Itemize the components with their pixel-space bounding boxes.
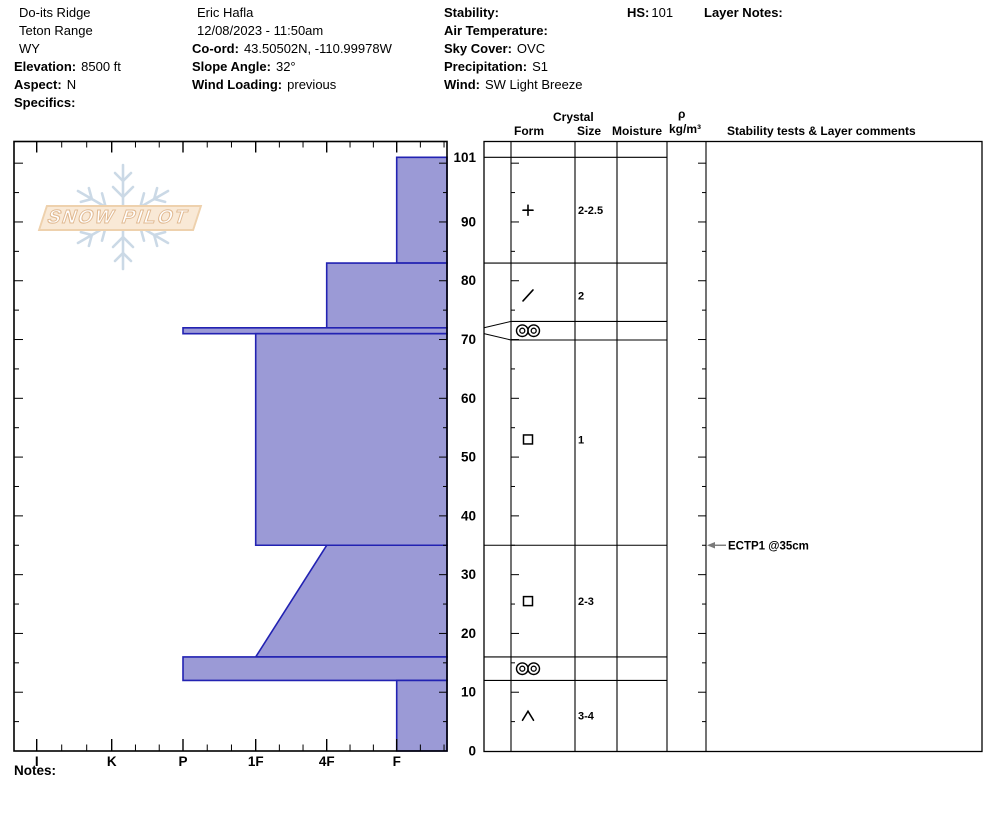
moisture-header: Moisture [612,124,663,138]
grain-size-value: 2-3 [578,596,594,608]
thin-layer-fan-line [483,320,512,329]
crystal-form-ring-icon [519,665,526,672]
crystal-form-ring-icon [515,324,529,338]
hardness-bar-layer [182,656,448,682]
logo-text: SNOW PILOT [45,206,192,227]
aspect: Aspect: N [14,77,77,92]
grain-size-value: 3-4 [578,711,595,723]
depth-axis-label: 20 [461,626,476,641]
depth-axis-label: 101 [453,150,476,165]
elevation: Elevation: 8500 ft [14,59,121,74]
crystal-form-ring-icon [530,665,537,672]
slope-angle: Slope Angle: 32° [192,59,296,74]
crystal-form-caret-icon [521,709,535,722]
size-header: Size [577,124,602,138]
density-units-header: kg/m³ [669,122,702,136]
depth-axis-label: 40 [461,508,476,523]
header-weather-column: Stability: Air Temperature: Sky Cover: OV… [444,4,583,94]
hardness-axis-label: 4F [319,754,335,769]
depth-axis-label: 60 [461,391,476,406]
hardness-bar-layer [254,332,448,547]
hardness-bar-layer [254,544,448,658]
air-temperature: Air Temperature: [444,23,548,38]
crystal-form-ring-icon [515,662,529,676]
observer-name: Eric Hafla [197,5,254,20]
stability-comments-header: Stability tests & Layer comments [727,124,916,138]
state: WY [19,41,40,56]
thin-layer-fan-line [483,333,512,341]
precipitation: Precipitation: S1 [444,59,548,74]
specifics: Specifics: [14,95,76,110]
hardness-axis-label: 1F [248,754,264,769]
crystal-header: Crystal [553,110,594,124]
depth-axis-label: 10 [461,685,476,700]
hardness-axis-label: K [107,754,117,769]
stability: Stability: [444,5,499,20]
wind: Wind: SW Light Breeze [444,77,583,92]
grain-size-value: 2 [578,290,584,302]
header-location-column: Do-its Ridge Teton Range WY Elevation: 85… [14,4,121,112]
date-time: 12/08/2023 - 11:50am [197,23,324,38]
notes-label: Notes: [14,763,57,778]
hardness-bar-layer [325,262,448,329]
hardness-bar-layer [182,326,448,335]
coordinates: Co-ord: 43.50502N, -110.99978W [192,41,392,56]
form-header: Form [514,124,544,138]
hardness-bar-layer [395,679,448,752]
hardness-axis-label: F [393,754,401,769]
depth-axis-label: 0 [468,744,476,759]
logo-banner: SNOW PILOT [37,205,203,231]
grain-size-value: 1 [578,434,584,446]
snow-height-total: HS: 101 [627,5,674,20]
header-observer-column: Eric Hafla 12/08/2023 - 11:50am Co-ord: 4… [192,4,392,94]
crystal-form-ring-icon [530,327,537,334]
depth-axis-label: 50 [461,450,476,465]
layer-table-border [483,140,983,753]
layer-notes-header: Layer Notes: [704,5,783,20]
snowpilot-logo: SNOW PILOT [37,160,220,285]
depth-axis-label: 30 [461,567,476,582]
crystal-form-ring-icon [519,327,526,334]
hardness-bar-layer [395,156,448,264]
crystal-form-square-icon [522,434,534,445]
depth-axis-label: 90 [461,214,476,229]
sky-cover: Sky Cover: OVC [444,41,546,56]
crystal-form-square-icon [522,595,534,607]
stability-test-arrow-icon [707,542,715,549]
crystal-form-slash-icon [522,289,534,302]
range-name: Teton Range [19,23,93,38]
site-name: Do-its Ridge [19,5,91,20]
crystal-form-ring-icon [527,324,541,338]
grain-size-value: 2-2.5 [578,205,603,217]
stability-test-label: ECTP1 @35cm [728,540,809,552]
hardness-axis-label: I [35,754,39,769]
depth-axis-label: 70 [461,332,476,347]
wind-loading: Wind Loading: previous [192,77,337,92]
density-symbol-header: ρ [678,107,686,121]
hardness-axis-label: P [178,754,187,769]
plot-border [13,140,448,752]
depth-axis-label: 80 [461,273,476,288]
crystal-form-ring-icon [527,662,541,676]
